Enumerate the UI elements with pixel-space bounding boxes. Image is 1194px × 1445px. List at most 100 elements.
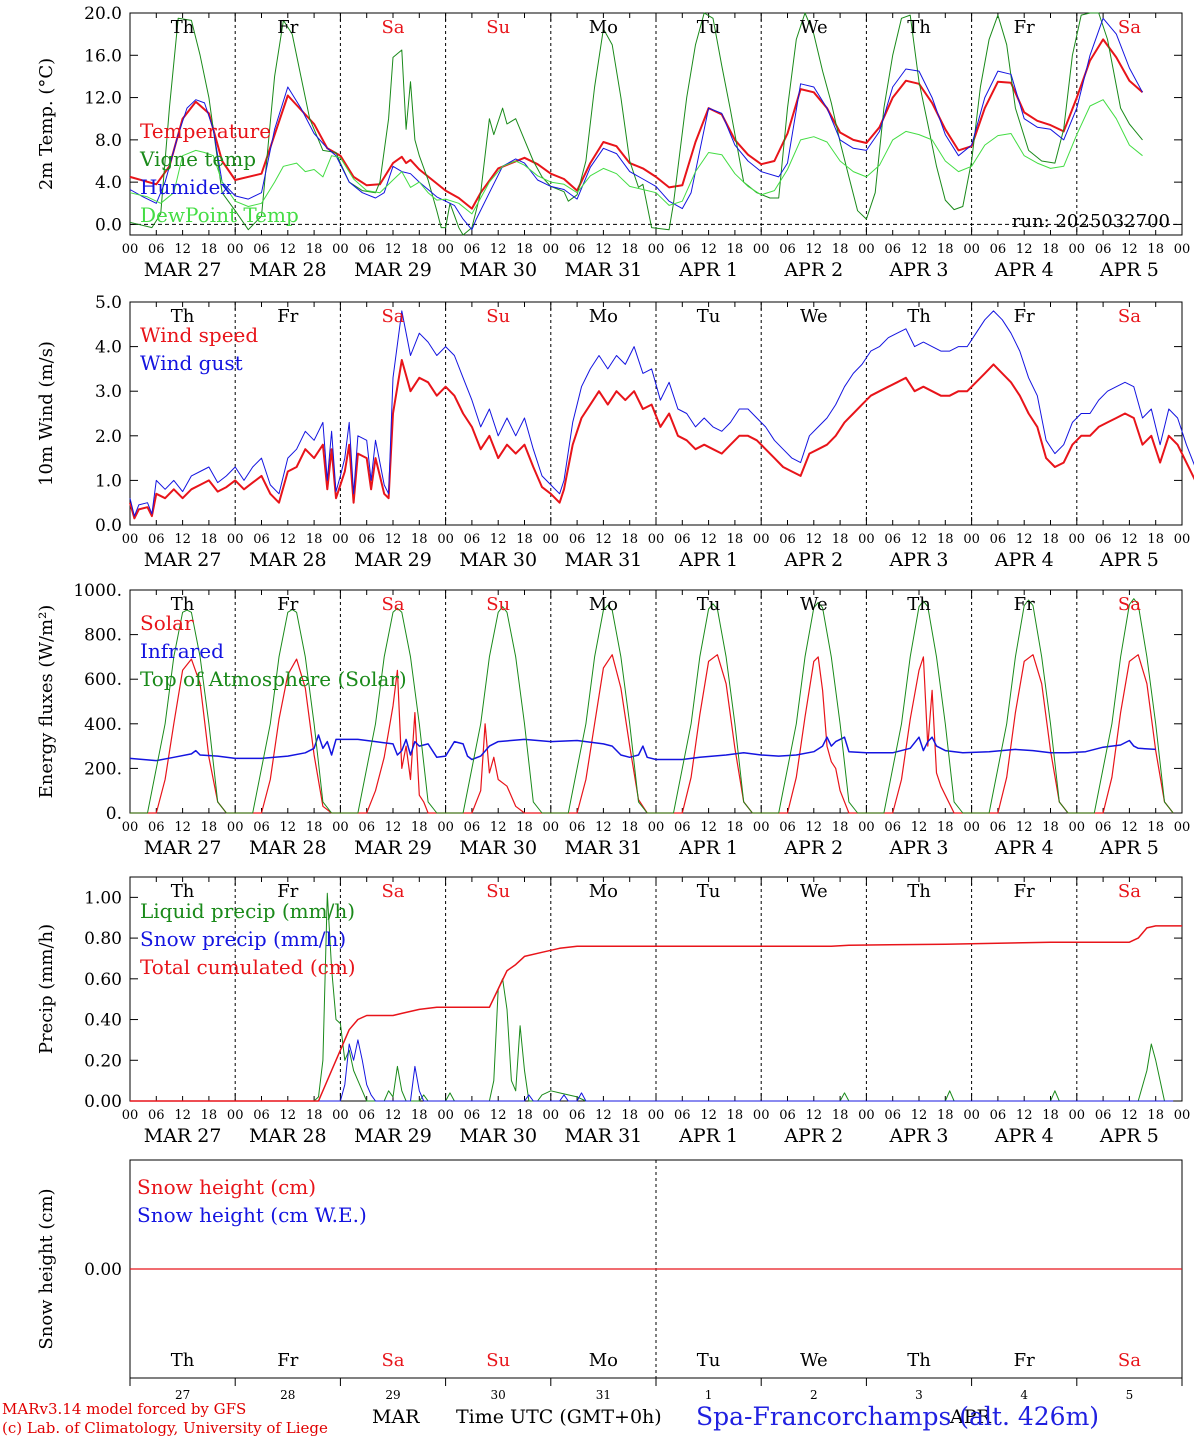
hour-tick-label: 00: [437, 242, 454, 257]
y-axis-title: Snow height (cm): [36, 1188, 57, 1349]
hour-tick-label: 18: [727, 820, 744, 835]
hour-tick-label: 06: [569, 1108, 586, 1123]
hour-tick-label: 00: [963, 242, 980, 257]
hour-tick-label: 06: [674, 532, 691, 547]
hour-tick-label: 12: [1121, 532, 1138, 547]
hour-tick-label: 12: [174, 1108, 191, 1123]
hour-tick-label: 00: [437, 1108, 454, 1123]
hour-tick-label: 06: [884, 532, 901, 547]
hour-tick-label: 00: [1069, 820, 1086, 835]
hour-tick-label: 00: [543, 532, 560, 547]
day-number-label: 29: [385, 1388, 400, 1402]
hour-tick-label: 12: [385, 242, 402, 257]
hour-tick-label: 12: [700, 820, 717, 835]
hour-tick-label: 18: [1042, 532, 1059, 547]
y-tick-label: 1.0: [95, 471, 122, 491]
date-label: MAR 29: [354, 1125, 432, 1147]
hour-tick-label: 12: [700, 532, 717, 547]
series-line-wind-gust: [129, 310, 1194, 517]
y-axis-title: Precip (mm/h): [36, 924, 57, 1054]
hour-tick-label: 06: [358, 242, 375, 257]
hour-tick-label: 00: [648, 242, 665, 257]
hour-tick-label: 12: [1121, 242, 1138, 257]
weekday-label: We: [800, 881, 828, 902]
hour-tick-label: 00: [332, 1108, 349, 1123]
date-label: MAR 28: [249, 837, 327, 859]
legend-entry: Snow height (cm W.E.): [137, 1203, 367, 1227]
hour-tick-label: 06: [1095, 242, 1112, 257]
y-tick-label: 2.0: [95, 427, 122, 447]
weekday-label: Sa: [1118, 1350, 1141, 1371]
series-line-snow-precip-mm-h-: [130, 1039, 1174, 1102]
y-tick-label: 0.80: [84, 929, 122, 949]
date-label: APR 5: [1099, 1125, 1159, 1147]
hour-tick-label: 12: [595, 532, 612, 547]
hour-tick-label: 06: [779, 1108, 796, 1123]
hour-tick-label: 12: [280, 820, 297, 835]
date-label: APR 1: [678, 1125, 738, 1147]
hour-tick-label: 00: [858, 532, 875, 547]
date-label: MAR 29: [354, 837, 432, 859]
hour-tick-label: 06: [253, 532, 270, 547]
weekday-label: Sa: [1118, 881, 1141, 902]
hour-tick-label: 18: [516, 820, 533, 835]
date-label: MAR 28: [249, 259, 327, 281]
legend-entry: Temperature: [140, 119, 271, 143]
hour-tick-label: 06: [253, 1108, 270, 1123]
y-tick-label: 0.00: [84, 1260, 122, 1280]
hour-tick-label: 06: [779, 532, 796, 547]
weekday-label: Sa: [381, 1350, 404, 1371]
series-line-vigne-temp: [129, 12, 1143, 236]
hour-tick-label: 06: [569, 242, 586, 257]
weekday-label: Sa: [1118, 594, 1141, 615]
hour-tick-label: 06: [148, 1108, 165, 1123]
hour-tick-label: 12: [490, 820, 507, 835]
hour-tick-label: 06: [148, 532, 165, 547]
weekday-label: Th: [171, 594, 195, 615]
hour-tick-label: 12: [1016, 532, 1033, 547]
y-tick-label: 400.: [84, 715, 122, 735]
date-label: APR 2: [783, 837, 843, 859]
series-line-temperature: [129, 38, 1144, 210]
y-tick-label: 0.00: [84, 1092, 122, 1112]
hour-tick-label: 12: [385, 1108, 402, 1123]
hour-tick-label: 00: [332, 820, 349, 835]
date-label: APR 3: [889, 837, 949, 859]
day-number-label: 30: [491, 1388, 506, 1402]
hour-tick-label: 18: [411, 242, 428, 257]
hour-tick-label: 06: [464, 1108, 481, 1123]
hour-tick-label: 12: [806, 820, 823, 835]
hour-tick-label: 18: [201, 532, 218, 547]
y-tick-label: 800.: [84, 626, 122, 646]
day-number-label: 5: [1126, 1388, 1134, 1402]
hour-tick-label: 12: [490, 532, 507, 547]
weekday-label: Sa: [381, 881, 404, 902]
day-number-label: 28: [280, 1388, 295, 1402]
hour-tick-label: 00: [543, 1108, 560, 1123]
hour-tick-label: 00: [1174, 242, 1191, 257]
hour-tick-label: 12: [1121, 820, 1138, 835]
date-label: APR 5: [1099, 837, 1159, 859]
hour-tick-label: 12: [806, 532, 823, 547]
date-label: MAR 27: [144, 259, 222, 281]
hour-tick-label: 00: [963, 1108, 980, 1123]
hour-tick-label: 06: [674, 242, 691, 257]
hour-tick-label: 00: [858, 820, 875, 835]
hour-tick-label: 18: [306, 532, 323, 547]
date-label: MAR 29: [354, 259, 432, 281]
series-line-infrared: [129, 734, 1156, 762]
y-tick-label: 8.0: [95, 131, 122, 151]
hour-tick-label: 00: [753, 532, 770, 547]
weekday-label: Mo: [589, 17, 618, 38]
hour-tick-label: 06: [674, 820, 691, 835]
weekday-label: Tu: [697, 17, 721, 38]
hour-tick-label: 18: [411, 1108, 428, 1123]
hour-tick-label: 00: [1174, 1108, 1191, 1123]
weekday-label: Th: [171, 1350, 195, 1371]
hour-tick-label: 00: [543, 242, 560, 257]
hour-tick-label: 00: [543, 820, 560, 835]
hour-tick-label: 06: [569, 532, 586, 547]
hour-tick-label: 18: [306, 1108, 323, 1123]
y-tick-label: 0.: [106, 804, 122, 824]
